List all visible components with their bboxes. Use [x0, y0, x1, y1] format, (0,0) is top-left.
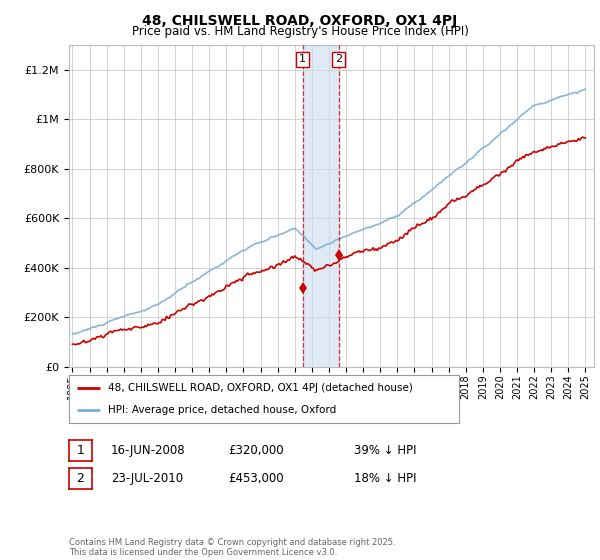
- Text: £453,000: £453,000: [228, 472, 284, 486]
- Text: 2: 2: [335, 54, 342, 64]
- Text: 48, CHILSWELL ROAD, OXFORD, OX1 4PJ: 48, CHILSWELL ROAD, OXFORD, OX1 4PJ: [142, 14, 458, 28]
- Text: Price paid vs. HM Land Registry's House Price Index (HPI): Price paid vs. HM Land Registry's House …: [131, 25, 469, 38]
- Bar: [302, 45, 338, 367]
- Text: 1: 1: [76, 444, 85, 458]
- Text: 23-JUL-2010: 23-JUL-2010: [111, 472, 183, 486]
- Text: 16-JUN-2008: 16-JUN-2008: [111, 444, 185, 458]
- Text: 1: 1: [299, 54, 306, 64]
- Text: £320,000: £320,000: [228, 444, 284, 458]
- Text: HPI: Average price, detached house, Oxford: HPI: Average price, detached house, Oxfo…: [108, 405, 336, 415]
- Text: 39% ↓ HPI: 39% ↓ HPI: [354, 444, 416, 458]
- Text: 18% ↓ HPI: 18% ↓ HPI: [354, 472, 416, 486]
- Text: Contains HM Land Registry data © Crown copyright and database right 2025.
This d: Contains HM Land Registry data © Crown c…: [69, 538, 395, 557]
- Text: 48, CHILSWELL ROAD, OXFORD, OX1 4PJ (detached house): 48, CHILSWELL ROAD, OXFORD, OX1 4PJ (det…: [108, 383, 413, 393]
- Text: 2: 2: [76, 472, 85, 486]
